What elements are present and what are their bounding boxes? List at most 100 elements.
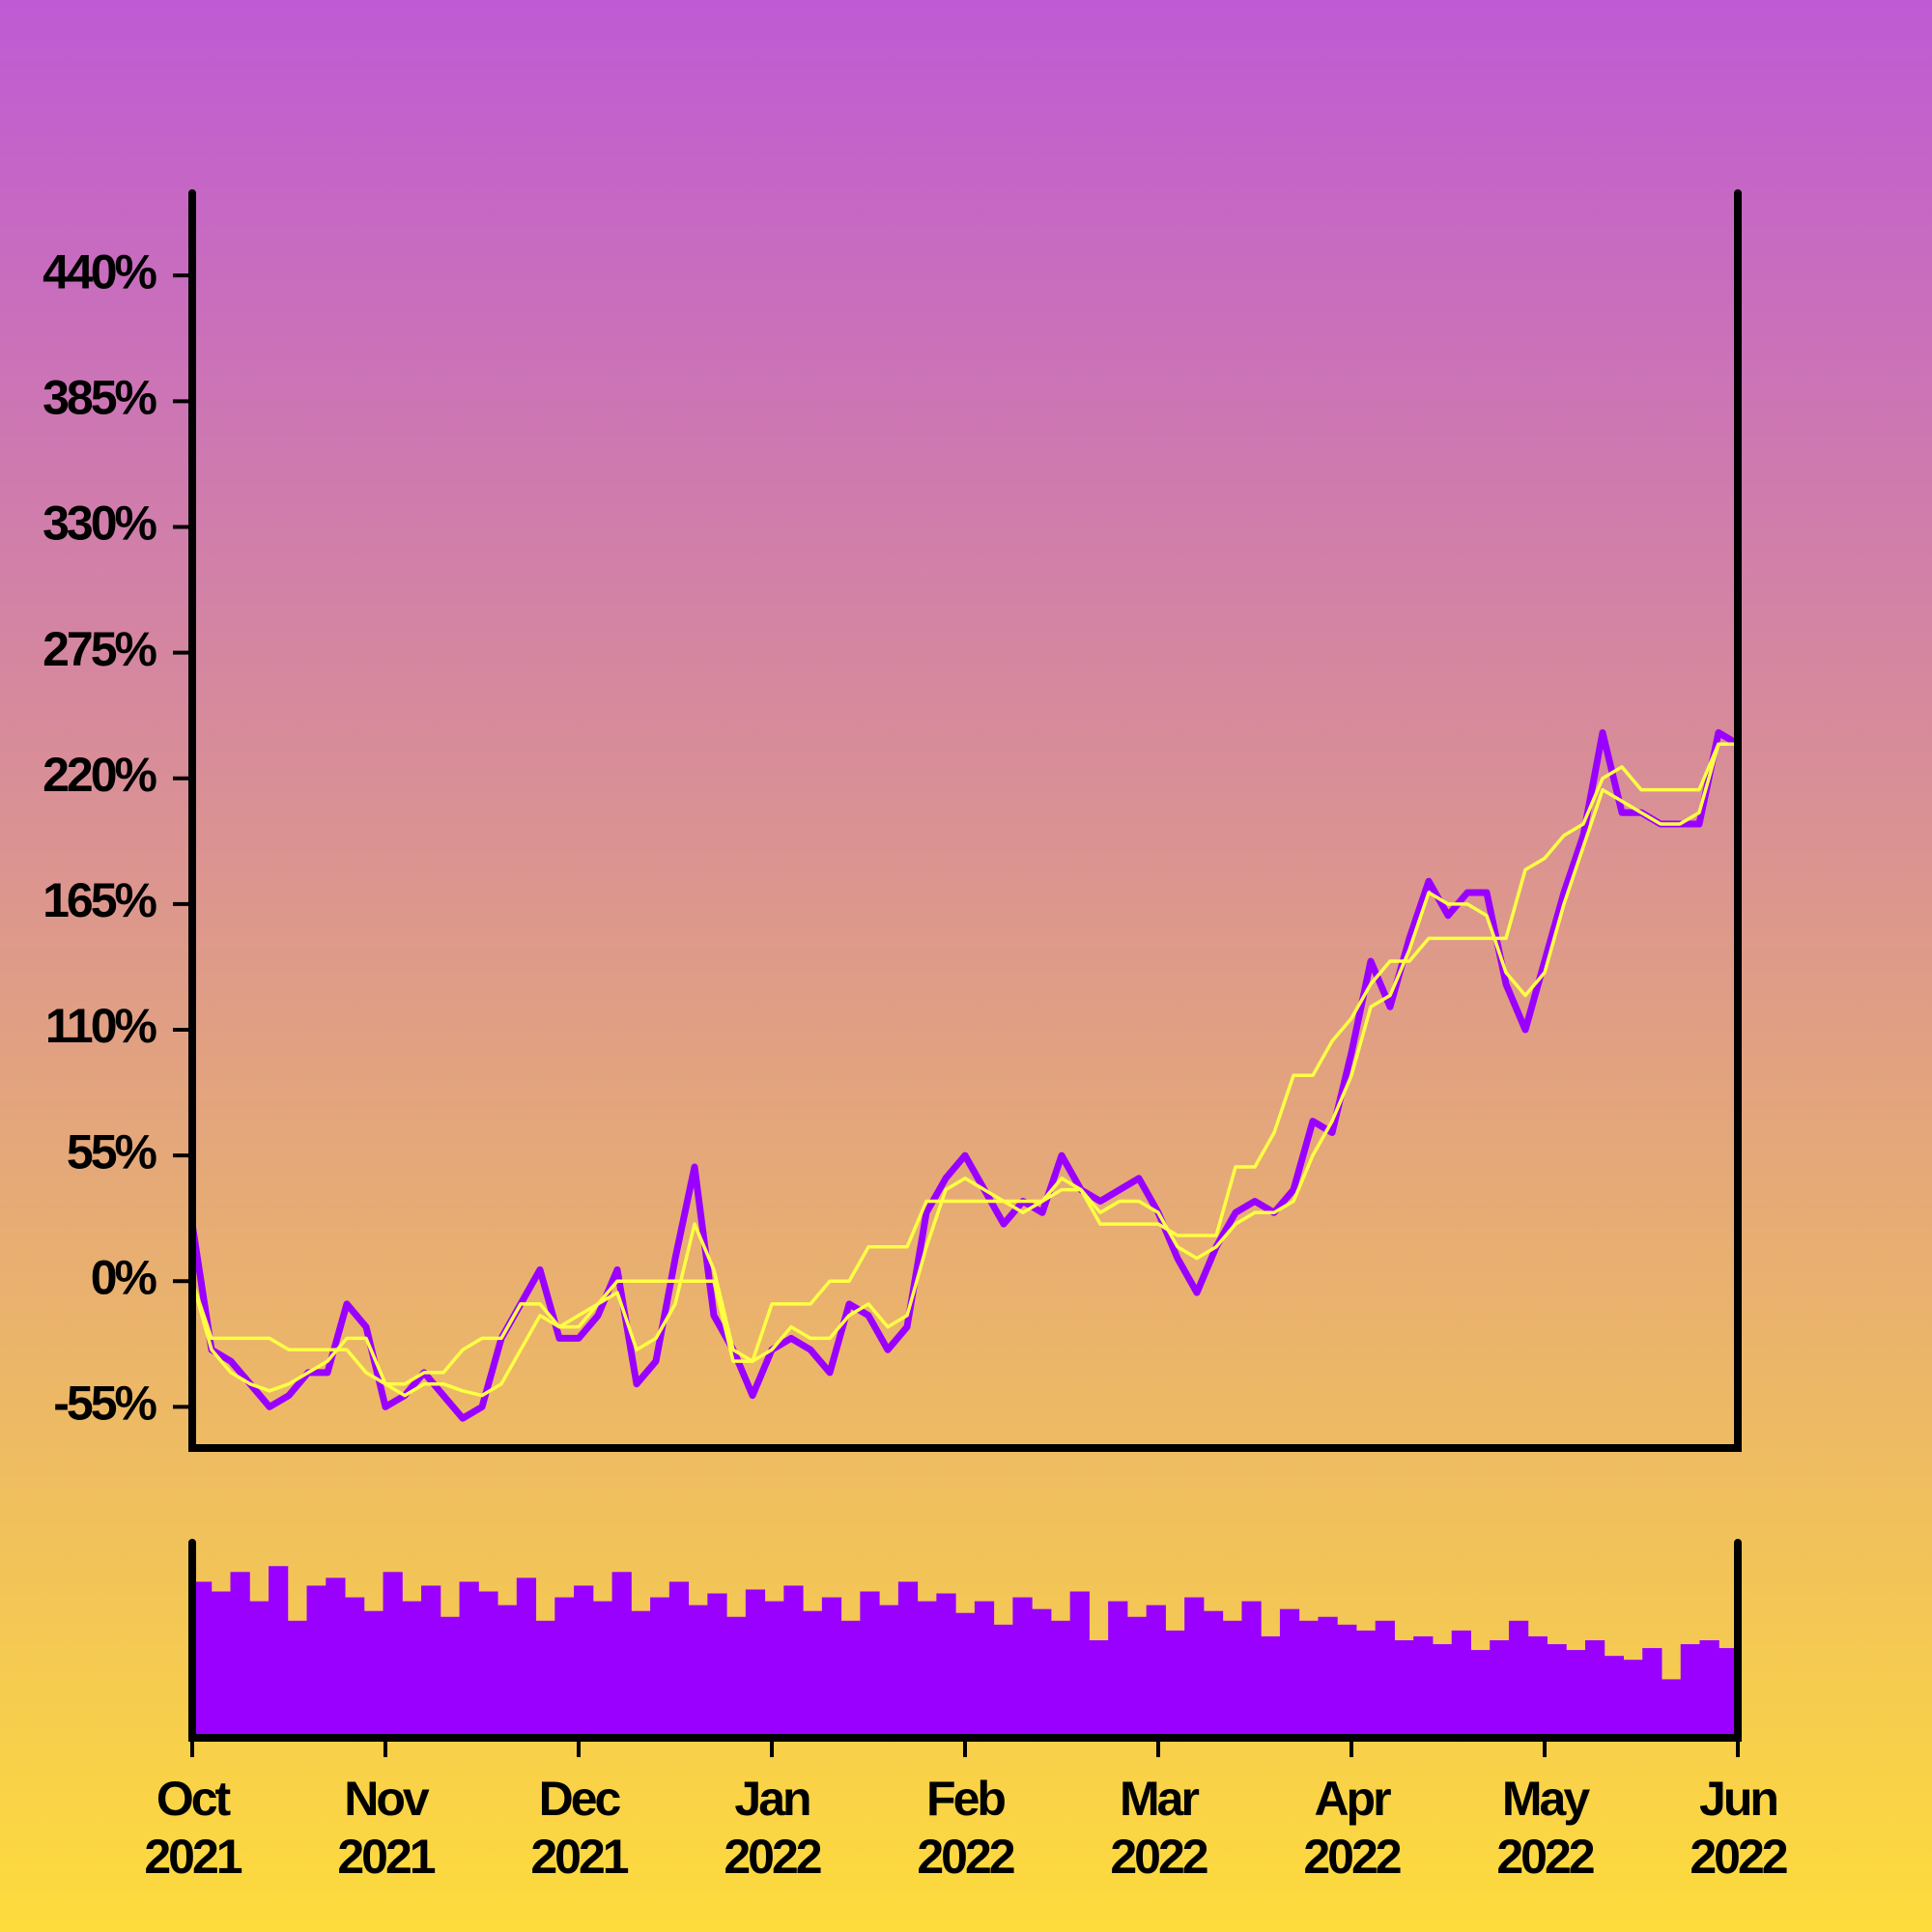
- volume-bar: [860, 1591, 880, 1738]
- volume-bar: [459, 1581, 479, 1738]
- y-tick-label: 220%: [43, 748, 156, 802]
- volume-bar: [917, 1601, 937, 1738]
- volume-bar: [421, 1585, 441, 1738]
- volume-bar: [1146, 1605, 1166, 1738]
- x-tick-label: Feb 2022: [917, 1772, 1013, 1884]
- y-tick-label: 440%: [43, 244, 156, 298]
- volume-bar: [745, 1589, 766, 1738]
- volume-bar: [1108, 1601, 1128, 1738]
- volume-bar: [592, 1601, 613, 1738]
- volume-bar: [1032, 1608, 1052, 1738]
- volume-bar: [326, 1577, 346, 1738]
- volume-bar: [1069, 1591, 1090, 1738]
- y-tick-label: -55%: [53, 1377, 156, 1431]
- volume-bar: [1298, 1620, 1319, 1738]
- volume-bar: [1719, 1648, 1739, 1738]
- volume-bar: [783, 1585, 804, 1738]
- volume-bar: [897, 1581, 919, 1738]
- volume-bar: [1126, 1616, 1148, 1738]
- volume-bar: [955, 1612, 976, 1738]
- volume-bar: [363, 1610, 384, 1738]
- volume-bar: [1451, 1630, 1471, 1738]
- volume-bar: [440, 1616, 461, 1738]
- volume-bar: [306, 1585, 327, 1738]
- volume-bar: [192, 1581, 213, 1738]
- volume-bar: [249, 1601, 270, 1738]
- main-axes: [188, 189, 1742, 1452]
- volume-bar: [1203, 1610, 1224, 1738]
- volume-bar: [383, 1572, 403, 1738]
- x-tick-label: May 2022: [1496, 1772, 1593, 1884]
- volume-bar: [1279, 1608, 1300, 1738]
- x-tick-label: Oct 2021: [144, 1772, 242, 1884]
- volume-bar: [345, 1597, 365, 1738]
- volume-bar: [1623, 1660, 1643, 1738]
- series-line: [190, 742, 1738, 1386]
- volume-bar: [1470, 1650, 1491, 1738]
- volume-bar: [707, 1593, 727, 1738]
- volume-bar: [535, 1620, 555, 1738]
- series-line: [188, 728, 1740, 1422]
- volume-bar: [821, 1597, 842, 1738]
- volume-bar: [269, 1566, 289, 1738]
- volume-bar: [554, 1597, 575, 1738]
- volume-bar: [1527, 1635, 1548, 1738]
- volume-bar: [1165, 1630, 1185, 1738]
- volume-bar: [1604, 1656, 1624, 1738]
- volume-bar: [1699, 1640, 1719, 1738]
- series-line: [190, 742, 1738, 1398]
- volume-bar: [631, 1610, 651, 1738]
- volume-bar: [1642, 1648, 1662, 1738]
- volume-bar: [840, 1620, 861, 1738]
- y-tick-label: 55%: [67, 1124, 157, 1179]
- y-tick-label: 385%: [43, 371, 156, 425]
- volume-bar: [611, 1572, 632, 1738]
- volume-bar: [574, 1585, 594, 1738]
- volume-bar: [1337, 1624, 1357, 1738]
- y-tick-label: 165%: [43, 873, 156, 927]
- volume-bar: [936, 1593, 956, 1738]
- volume-bar: [1432, 1644, 1453, 1738]
- volume-bar: [402, 1601, 422, 1738]
- volume-bar: [1547, 1644, 1567, 1738]
- y-tick-label: 0%: [91, 1250, 157, 1304]
- volume-bar: [211, 1591, 232, 1738]
- volume-bar: [1680, 1644, 1700, 1738]
- x-tick-label: Dec 2021: [530, 1772, 628, 1884]
- x-tick-label: Jan 2022: [724, 1772, 820, 1884]
- volume-bar: [1584, 1640, 1605, 1738]
- volume-bar: [1355, 1630, 1377, 1738]
- volume-bar: [1566, 1650, 1586, 1738]
- volume-axes: [188, 1539, 1742, 1742]
- y-tick-label: 110%: [45, 999, 157, 1053]
- x-tick-label: Jun 2022: [1690, 1772, 1786, 1884]
- volume-bar: [1413, 1635, 1434, 1738]
- volume-bar: [1661, 1679, 1682, 1738]
- volume-bar: [1394, 1640, 1414, 1738]
- volume-bar: [1241, 1601, 1262, 1738]
- volume-bar: [1261, 1635, 1281, 1738]
- volume-bar: [1222, 1620, 1242, 1738]
- volume-bar: [287, 1620, 308, 1738]
- volume-bar: [993, 1624, 1013, 1738]
- volume-bar: [1318, 1616, 1338, 1738]
- volume-bar: [1375, 1620, 1395, 1738]
- volume-bar: [1490, 1640, 1510, 1738]
- y-tick-label: 330%: [43, 497, 156, 551]
- volume-bar: [1012, 1597, 1033, 1738]
- volume-bar: [688, 1605, 708, 1738]
- volume-bar: [974, 1601, 995, 1738]
- frame: [188, 189, 1742, 1742]
- volume-bar: [879, 1605, 899, 1738]
- y-tick-label: 275%: [43, 622, 156, 676]
- volume-bar: [650, 1597, 670, 1738]
- x-tick-label: Mar 2022: [1110, 1772, 1207, 1884]
- volume-bar: [1184, 1597, 1205, 1738]
- volume-bar: [1050, 1620, 1071, 1738]
- volume-bar: [516, 1577, 537, 1738]
- volume-bar: [726, 1616, 747, 1738]
- volume-bar: [764, 1601, 784, 1738]
- x-tick-label: Nov 2021: [337, 1772, 435, 1884]
